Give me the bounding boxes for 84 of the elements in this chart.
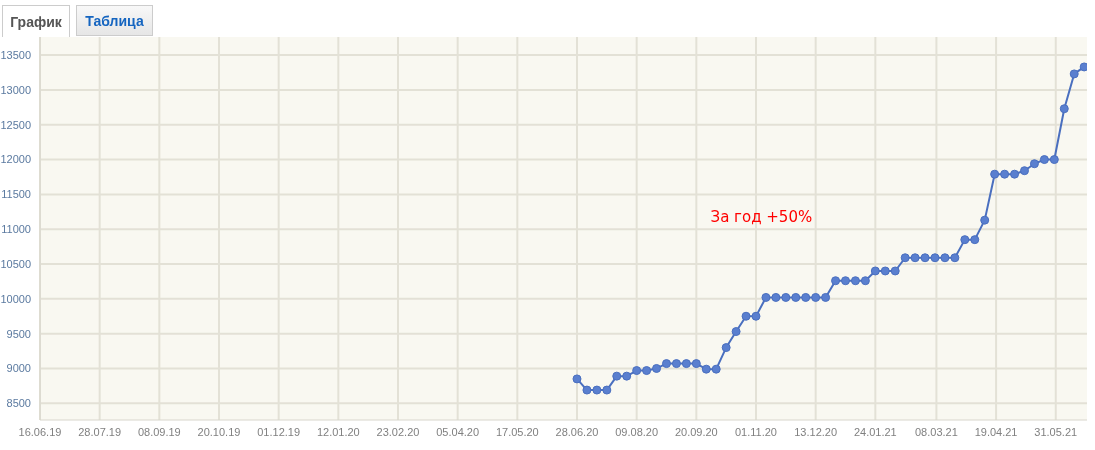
point — [990, 169, 1000, 179]
x-tick-label: 01.12.19 — [257, 425, 301, 438]
y-tick-label: 10000 — [0, 292, 31, 305]
point — [801, 292, 811, 302]
x-tick-label: 08.03.21 — [915, 425, 958, 438]
point — [920, 253, 930, 263]
point — [652, 363, 662, 373]
point — [880, 266, 890, 276]
x-tick-label: 31.05.21 — [1034, 425, 1078, 438]
y-tick-label: 8500 — [6, 397, 31, 410]
point — [721, 343, 731, 353]
point — [612, 371, 622, 381]
point — [970, 235, 980, 245]
point — [1010, 169, 1020, 179]
text: Таблица — [76, 5, 153, 36]
point — [960, 235, 970, 245]
point — [1059, 104, 1069, 114]
point — [840, 276, 850, 286]
x-tick-label: 24.01.21 — [853, 425, 897, 438]
point — [751, 311, 761, 321]
point — [940, 253, 950, 263]
annotation: За год +50% — [710, 208, 813, 227]
point — [1029, 159, 1039, 169]
point — [681, 359, 691, 369]
point — [592, 385, 602, 395]
point — [890, 266, 900, 276]
point — [1000, 169, 1010, 179]
point — [930, 253, 940, 263]
x-tick-label: 01.11.20 — [734, 425, 777, 438]
point — [860, 276, 870, 286]
x-tick-label: 23.02.20 — [376, 425, 420, 438]
point — [671, 359, 681, 369]
point — [831, 276, 841, 286]
x-tick-label: 13.12.20 — [794, 425, 838, 438]
point — [1039, 155, 1049, 165]
point — [1079, 62, 1087, 72]
point — [1069, 69, 1079, 79]
point — [622, 371, 632, 381]
x-tick-label: 17.05.20 — [495, 425, 539, 438]
x-tick-label: 20.09.20 — [674, 425, 718, 438]
y-tick-label: 13500 — [0, 49, 31, 62]
point — [781, 292, 791, 302]
x-tick-label: 20.10.19 — [197, 425, 241, 438]
y-tick-label: 9500 — [6, 327, 31, 340]
x-tick-label: 05.04.20 — [436, 425, 480, 438]
point — [910, 253, 920, 263]
point — [582, 385, 592, 395]
point — [1019, 166, 1029, 176]
x-tick-label: 28.07.19 — [78, 425, 122, 438]
point — [1049, 155, 1059, 165]
point — [870, 266, 880, 276]
y-tick-label: 10500 — [0, 257, 31, 270]
y-tick-label: 12000 — [0, 153, 31, 166]
point — [701, 364, 711, 374]
x-tick-label: 28.06.20 — [555, 425, 599, 438]
x-tick-label: 16.06.19 — [18, 425, 62, 438]
point — [811, 292, 821, 302]
point — [850, 276, 860, 286]
point — [791, 292, 801, 302]
point — [900, 253, 910, 263]
point — [662, 359, 671, 369]
point — [602, 385, 612, 395]
point — [632, 366, 642, 376]
y-tick-label: 11000 — [1, 223, 31, 236]
x-tick-label: 09.08.20 — [615, 425, 659, 438]
y-tick-label: 11500 — [1, 188, 31, 201]
text: График — [2, 5, 70, 37]
point — [572, 374, 582, 384]
point — [731, 327, 741, 337]
y-tick-label: 13000 — [0, 83, 31, 96]
point — [771, 292, 781, 302]
x-tick-label: 12.01.20 — [316, 425, 360, 438]
point — [980, 215, 990, 225]
point — [691, 359, 701, 369]
point — [642, 366, 652, 376]
point — [711, 364, 721, 374]
x-tick-label: 19.04.21 — [974, 425, 1018, 438]
x-tick-label: 08.09.19 — [137, 425, 181, 438]
point — [950, 253, 960, 263]
point — [821, 292, 831, 302]
point — [741, 311, 751, 321]
y-tick-label: 9000 — [6, 362, 31, 375]
point — [761, 292, 771, 302]
y-tick-label: 12500 — [0, 118, 31, 131]
